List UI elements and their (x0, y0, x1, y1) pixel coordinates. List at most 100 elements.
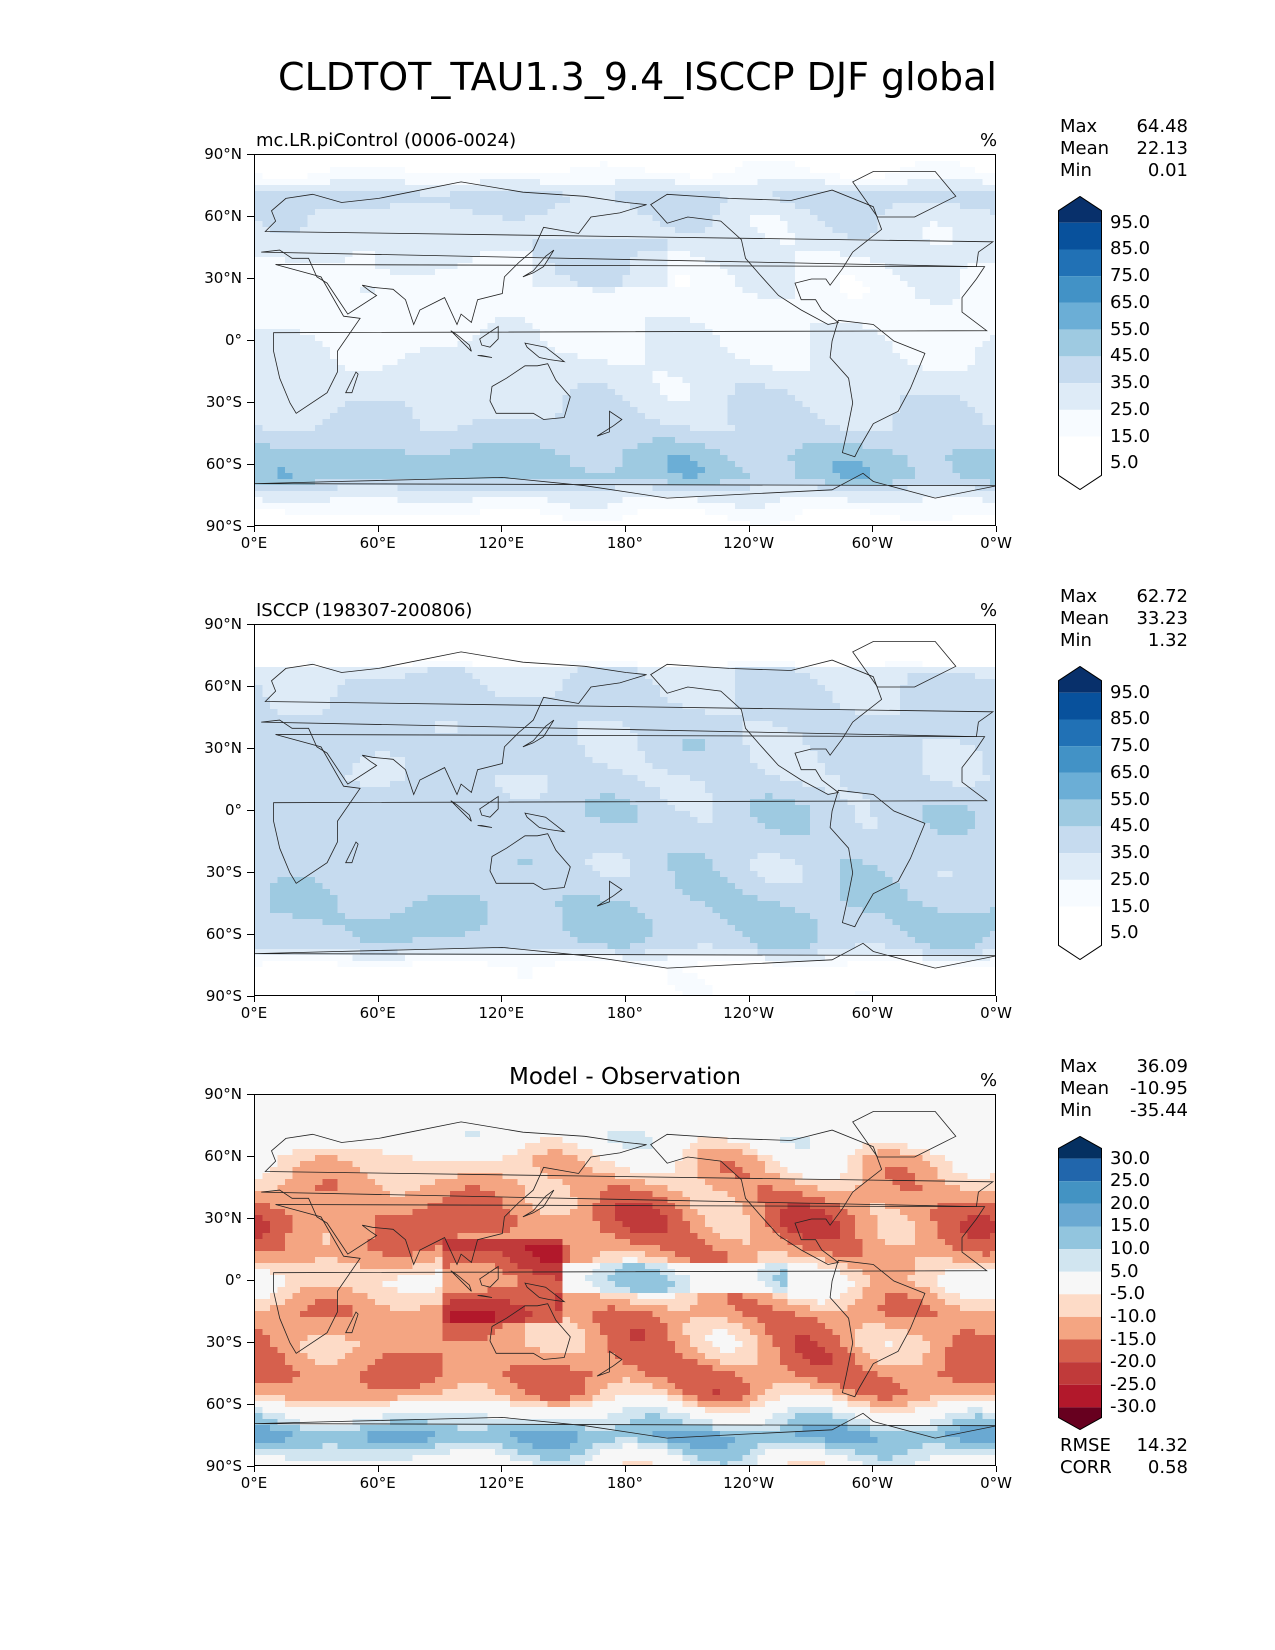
field-cell (885, 197, 894, 204)
field-cell (412, 173, 421, 180)
field-cell (517, 341, 526, 348)
field-cell (952, 353, 961, 360)
field-cell (450, 413, 459, 420)
field-cell (352, 275, 361, 282)
field-cell (750, 395, 759, 402)
field-cell (285, 293, 294, 300)
field-cell (510, 167, 519, 174)
field-cell (697, 335, 706, 342)
field-cell (375, 371, 384, 378)
field-cell (577, 221, 586, 228)
field-cell (255, 293, 264, 300)
field-cell (315, 173, 324, 180)
field-cell (652, 311, 661, 318)
field-cell (742, 353, 751, 360)
field-cell (427, 275, 436, 282)
field-cell (495, 299, 504, 306)
field-cell (300, 383, 309, 390)
field-cell (825, 413, 834, 420)
field-cell (270, 431, 279, 438)
field-cell (682, 215, 691, 222)
field-cell (330, 281, 339, 288)
field-cell (367, 371, 376, 378)
field-cell (292, 269, 301, 276)
field-cell (780, 269, 789, 276)
field-cell (502, 227, 511, 234)
field-cell (285, 239, 294, 246)
field-cell (435, 443, 444, 450)
field-cell (705, 191, 714, 198)
field-cell (742, 305, 751, 312)
field-cell (967, 353, 976, 360)
field-cell (892, 443, 901, 450)
field-cell (420, 341, 429, 348)
field-cell (322, 155, 331, 162)
field-cell (952, 431, 961, 438)
field-cell (907, 203, 916, 210)
field-cell (502, 455, 511, 462)
field-cell (442, 251, 451, 258)
field-cell (420, 323, 429, 330)
field-cell (555, 203, 564, 210)
field-cell (502, 317, 511, 324)
field-cell (525, 449, 534, 456)
field-cell (840, 305, 849, 312)
field-cell (480, 335, 489, 342)
field-cell (495, 353, 504, 360)
field-cell (360, 269, 369, 276)
field-cell (975, 293, 984, 300)
field-cell (412, 203, 421, 210)
field-cell (600, 335, 609, 342)
field-cell (982, 161, 991, 168)
field-cell (465, 389, 474, 396)
field-cell (877, 383, 886, 390)
field-cell (915, 287, 924, 294)
field-cell (637, 293, 646, 300)
field-cell (892, 203, 901, 210)
field-cell (405, 227, 414, 234)
field-cell (922, 365, 931, 372)
field-cell (637, 425, 646, 432)
field-cell (772, 449, 781, 456)
field-cell (517, 323, 526, 330)
field-cell (817, 365, 826, 372)
field-cell (262, 179, 271, 186)
field-cell (585, 209, 594, 216)
field-cell (937, 257, 946, 264)
field-cell (675, 299, 684, 306)
field-cell (510, 269, 519, 276)
field-cell (645, 329, 654, 336)
field-cell (660, 371, 669, 378)
field-cell (382, 353, 391, 360)
field-cell (945, 431, 954, 438)
field-cell (855, 353, 864, 360)
field-cell (480, 347, 489, 354)
field-cell (855, 407, 864, 414)
field-cell (345, 233, 354, 240)
field-cell (795, 215, 804, 222)
field-cell (750, 287, 759, 294)
field-cell (337, 437, 346, 444)
field-cell (487, 251, 496, 258)
field-cell (510, 185, 519, 192)
field-cell (900, 293, 909, 300)
field-cell (780, 347, 789, 354)
field-cell (502, 431, 511, 438)
field-cell (817, 419, 826, 426)
field-cell (352, 371, 361, 378)
field-cell (810, 347, 819, 354)
field-cell (630, 329, 639, 336)
field-cell (922, 299, 931, 306)
field-cell (630, 257, 639, 264)
field-cell (352, 455, 361, 462)
field-cell (892, 359, 901, 366)
field-cell (442, 155, 451, 162)
field-cell (922, 395, 931, 402)
field-cell (937, 179, 946, 186)
field-cell (330, 425, 339, 432)
field-cell (735, 371, 744, 378)
field-cell (765, 413, 774, 420)
field-cell (862, 167, 871, 174)
field-cell (540, 227, 549, 234)
field-cell (570, 377, 579, 384)
